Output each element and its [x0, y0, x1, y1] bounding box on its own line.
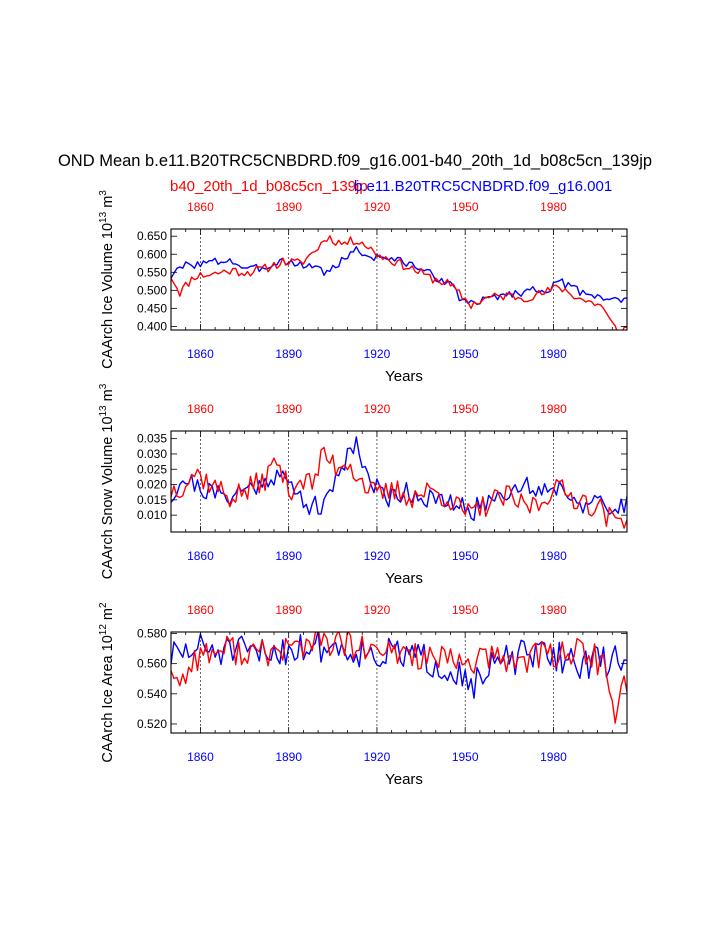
ytick-label: 0.025: [137, 462, 167, 476]
series-line-blue: [171, 436, 627, 522]
xtick-label-bottom: 1860: [187, 347, 214, 361]
xtick-label-top: 1890: [275, 402, 302, 416]
legend-red-label: b40_20th_1d_b08c5cn_139jp: [170, 178, 368, 195]
series-line-red: [171, 235, 627, 330]
ytick-label: 0.030: [137, 447, 167, 461]
x-axis-label: Years: [385, 368, 423, 385]
ytick-label: 0.450: [137, 301, 167, 315]
xtick-label-top: 1950: [452, 200, 479, 214]
ytick-label: 0.010: [137, 508, 167, 522]
xtick-label-top: 1980: [540, 603, 567, 617]
xtick-label-bottom: 1950: [452, 750, 479, 764]
figure-title: OND Mean b.e11.B20TRC5CNBDRD.f09_g16.001…: [58, 152, 652, 170]
xtick-label-bottom: 1950: [452, 549, 479, 563]
ytick-label: 0.400: [137, 319, 167, 333]
panels-group: 0.400 0.450 0.500 0.550 0.600 0.650 1860 1860 18…: [98, 190, 628, 788]
xtick-label-bottom: 1860: [187, 549, 214, 563]
xtick-label-top: 1980: [540, 200, 567, 214]
ytick-label: 0.580: [137, 627, 167, 641]
xtick-label-bottom: 1890: [275, 750, 302, 764]
xtick-label-top: 1950: [452, 402, 479, 416]
xtick-label-bottom: 1860: [187, 750, 214, 764]
x-axis-label: Years: [385, 570, 423, 587]
xtick-label-top: 1860: [187, 402, 214, 416]
xtick-label-bottom: 1980: [540, 750, 567, 764]
series-line-red: [171, 632, 627, 724]
xtick-label-top: 1890: [275, 603, 302, 617]
xtick-label-bottom: 1920: [364, 347, 391, 361]
xtick-label-top: 1980: [540, 402, 567, 416]
plot-frame: [170, 228, 628, 331]
y-axis-label: CAArch Snow Volume 1013 m3: [98, 383, 116, 579]
plot-frame: [170, 631, 628, 734]
y-axis-label: CAArch Ice Volume 1013 m3: [98, 190, 116, 369]
ytick-label: 0.520: [137, 717, 167, 731]
xtick-label-top: 1860: [187, 603, 214, 617]
series-line-blue: [171, 632, 627, 699]
plot-frame: [170, 430, 628, 533]
y-axis-label: CAArch Ice Area 1012 m2: [98, 602, 116, 763]
chart-panel-3: 0.520 0.540 0.560 0.580 1860 1860 1890 1890 1920…: [98, 602, 628, 788]
xtick-label-bottom: 1980: [540, 347, 567, 361]
xtick-label-bottom: 1950: [452, 347, 479, 361]
ytick-label: 0.020: [137, 478, 167, 492]
xtick-label-bottom: 1920: [364, 750, 391, 764]
xtick-label-top: 1860: [187, 200, 214, 214]
xtick-label-bottom: 1890: [275, 549, 302, 563]
legend-blue-label: b.e11.B20TRC5CNBDRD.f09_g16.001: [354, 178, 612, 195]
xtick-label-top: 1950: [452, 603, 479, 617]
ytick-label: 0.550: [137, 265, 167, 279]
xtick-label-top: 1890: [275, 200, 302, 214]
series-line-red: [171, 446, 627, 529]
ytick-label: 0.560: [137, 657, 167, 671]
x-axis-label: Years: [385, 771, 423, 788]
xtick-label-top: 1920: [364, 402, 391, 416]
ytick-label: 0.500: [137, 283, 167, 297]
xtick-label-bottom: 1890: [275, 347, 302, 361]
ytick-label: 0.650: [137, 229, 167, 243]
ytick-label: 0.600: [137, 247, 167, 261]
ytick-label: 0.015: [137, 493, 167, 507]
xtick-label-top: 1920: [364, 200, 391, 214]
chart-panel-1: 0.400 0.450 0.500 0.550 0.600 0.650 1860 1860 18…: [98, 190, 628, 385]
ytick-label: 0.540: [137, 687, 167, 701]
xtick-label-top: 1920: [364, 603, 391, 617]
xtick-label-bottom: 1980: [540, 549, 567, 563]
ytick-label: 0.035: [137, 432, 167, 446]
xtick-label-bottom: 1920: [364, 549, 391, 563]
